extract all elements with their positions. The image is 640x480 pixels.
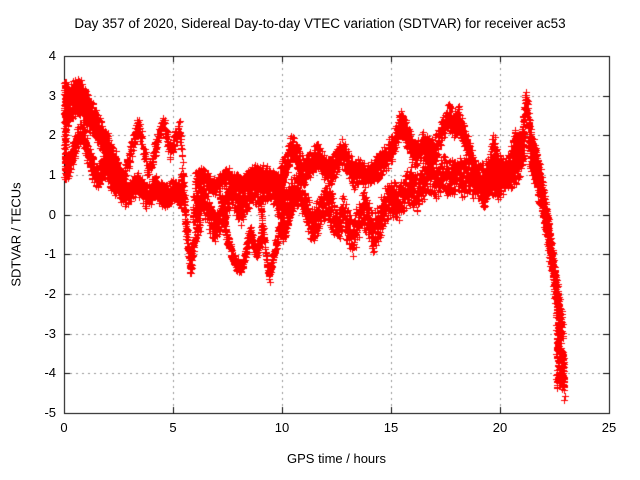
y-tick-label: 2 xyxy=(48,127,56,143)
y-tick-label: -4 xyxy=(44,365,56,381)
y-tick-label: 1 xyxy=(48,167,56,182)
x-tick-label: 5 xyxy=(169,420,177,435)
y-tick-label: 0 xyxy=(48,206,56,222)
x-axis-label: GPS time / hours xyxy=(287,451,386,466)
x-tick-label: 25 xyxy=(601,420,617,435)
y-tick-label: 4 xyxy=(48,48,56,63)
y-tick-label: -3 xyxy=(44,325,56,341)
x-tick-label: 20 xyxy=(492,420,508,435)
chart-title: Day 357 of 2020, Sidereal Day-to-day VTE… xyxy=(74,16,566,31)
y-tick-label: -5 xyxy=(44,405,56,420)
y-tick-label: -1 xyxy=(44,246,56,262)
x-tick-label: 10 xyxy=(274,420,290,435)
x-tick-label: 0 xyxy=(60,420,68,435)
y-tick-label: -2 xyxy=(44,286,56,301)
x-tick-label: 15 xyxy=(383,420,399,435)
y-tick-label: 3 xyxy=(48,87,56,103)
